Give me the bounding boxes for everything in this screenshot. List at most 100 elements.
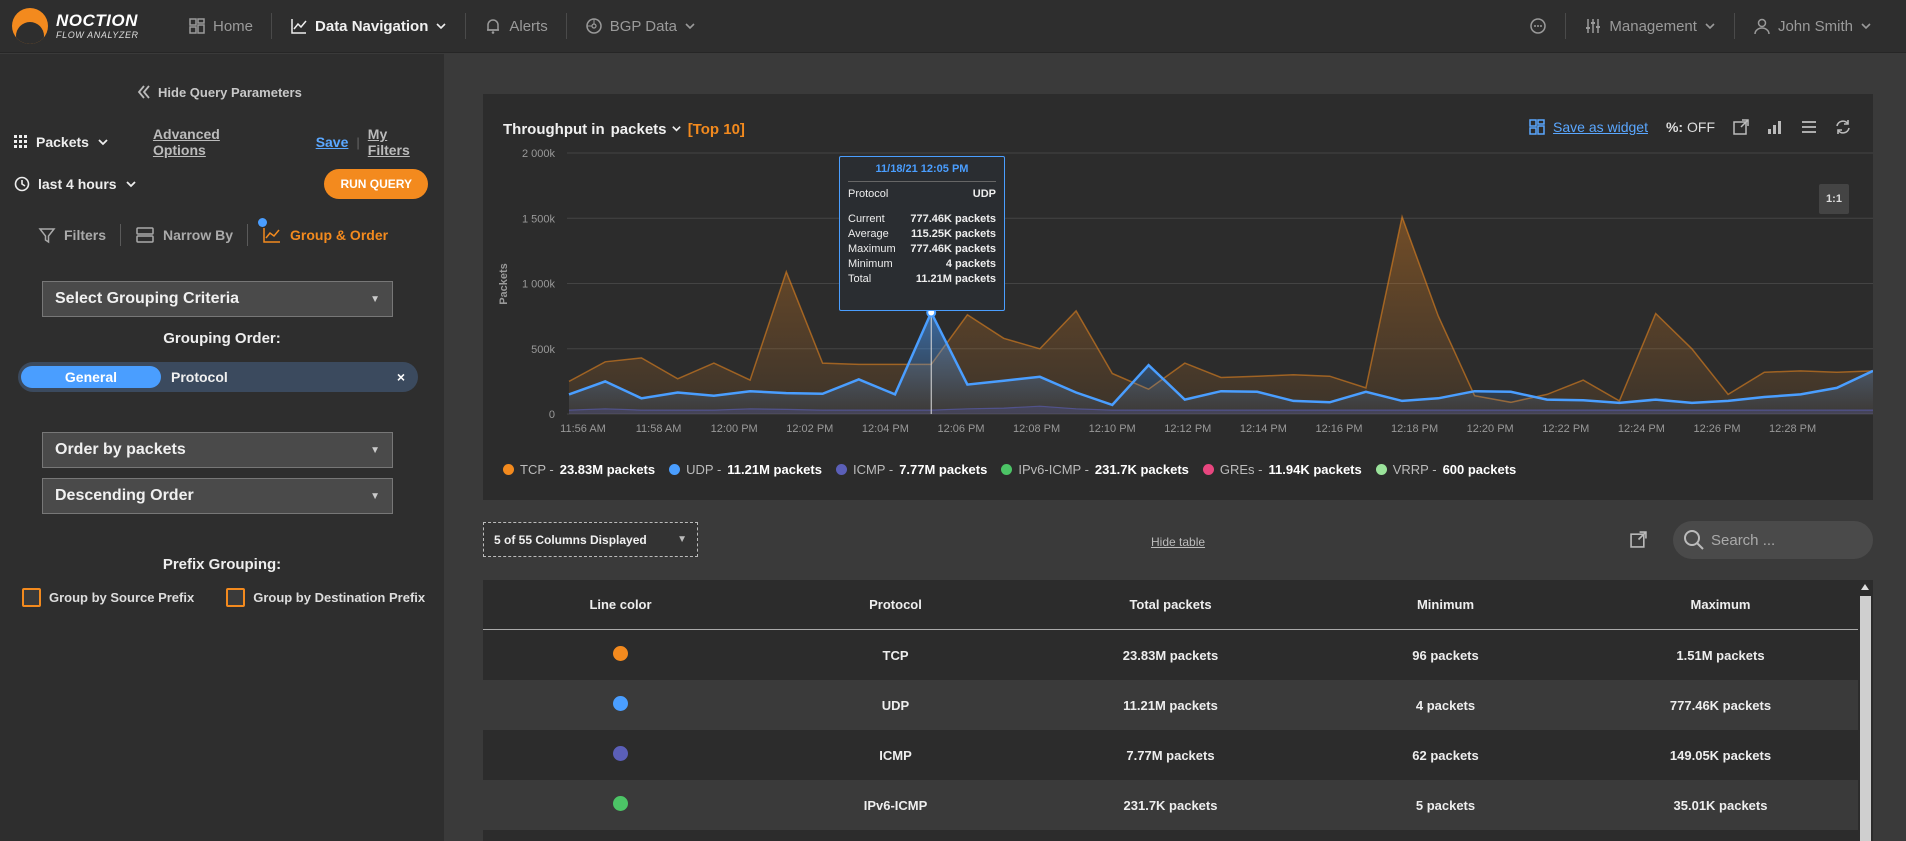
search-input[interactable] xyxy=(1711,531,1861,549)
widget-icon xyxy=(1529,119,1545,135)
cell-total: 11.21M packets xyxy=(1123,697,1218,713)
tab-narrow-by-label: Narrow By xyxy=(163,227,234,243)
header-line-color[interactable]: Line color xyxy=(589,597,652,612)
x-tick-label: 12:14 PM xyxy=(1240,423,1287,434)
table-scrollbar[interactable] xyxy=(1858,580,1873,841)
percent-toggle[interactable]: %: OFF xyxy=(1666,119,1715,135)
menu-icon[interactable] xyxy=(1801,119,1817,135)
table-search[interactable] xyxy=(1673,521,1873,559)
chart-legend: TCP - 23.83M packets UDP - 11.21M packets… xyxy=(503,462,1516,477)
legend-item[interactable]: VRRP - 600 packets xyxy=(1375,462,1516,477)
line-color-dot xyxy=(613,646,628,661)
query-sidebar: Hide Query Parameters Packets Advanced O… xyxy=(0,54,444,841)
zoom-reset-button[interactable]: 1:1 xyxy=(1819,184,1849,214)
scrollbar-thumb[interactable] xyxy=(1860,596,1871,841)
my-filters-link[interactable]: My Filters xyxy=(367,126,410,158)
refresh-icon[interactable] xyxy=(1835,119,1851,135)
legend-item[interactable]: ICMP - 7.77M packets xyxy=(835,462,987,477)
legend-item[interactable]: IPv6-ICMP - 231.7K packets xyxy=(1001,462,1189,477)
external-link-icon[interactable] xyxy=(1733,119,1749,135)
group-source-prefix-checkbox[interactable]: Group by Source Prefix xyxy=(22,588,194,607)
header-total-packets[interactable]: Total packets xyxy=(1129,597,1212,612)
chat-button[interactable] xyxy=(1511,13,1567,39)
hide-query-label: Hide Query Parameters xyxy=(158,84,302,100)
network-icon xyxy=(585,18,602,34)
user-menu[interactable]: John Smith xyxy=(1735,13,1890,39)
chart-card: Throughput in packets [Top 10] Save as w… xyxy=(483,94,1873,500)
y-tick-label: 500k xyxy=(531,344,555,356)
order-by-value: Order by packets xyxy=(55,441,186,458)
tooltip-protocol-label: Protocol xyxy=(848,188,889,200)
time-range-dropdown[interactable]: last 4 hours xyxy=(14,176,137,192)
tab-group-order-label: Group & Order xyxy=(290,227,389,243)
tab-group-order[interactable]: Group & Order xyxy=(248,218,402,246)
tooltip-total-value: 11.21M packets xyxy=(915,273,996,285)
cell-min: 5 packets xyxy=(1415,797,1476,813)
checkbox-box[interactable] xyxy=(226,588,246,607)
nav-data-navigation[interactable]: Data Navigation xyxy=(272,13,467,39)
chevron-down-icon xyxy=(125,181,136,188)
external-link-icon[interactable] xyxy=(1630,531,1647,548)
checkbox-box[interactable] xyxy=(22,588,41,607)
hide-query-parameters-button[interactable]: Hide Query Parameters xyxy=(136,84,302,100)
x-tick-label: 12:22 PM xyxy=(1542,423,1589,434)
logo[interactable]: NOCTION FLOW ANALYZER xyxy=(0,8,170,44)
grouping-order-pill: General Protocol × xyxy=(18,362,418,392)
x-tick-label: 12:16 PM xyxy=(1315,423,1362,434)
table-row[interactable]: IPv6-ICMP 231.7K packets 5 packets 35.01… xyxy=(483,780,1858,830)
remove-group-icon[interactable]: × xyxy=(396,369,405,385)
series-area-udp xyxy=(569,312,1873,414)
tab-filters[interactable]: Filters xyxy=(38,224,122,246)
caret-down-icon: ▼ xyxy=(677,534,687,545)
advanced-options-link[interactable]: Advanced Options xyxy=(152,126,220,158)
nav-bgp-data[interactable]: BGP Data xyxy=(567,13,714,39)
run-query-button[interactable]: RUN QUERY xyxy=(324,169,428,199)
chart-line-icon xyxy=(291,19,307,34)
x-tick-label: 12:26 PM xyxy=(1693,423,1740,434)
pill-general[interactable]: General xyxy=(21,366,161,388)
cell-protocol: TCP xyxy=(882,647,909,663)
y-tick-label: 0 xyxy=(549,409,555,421)
top-n-label[interactable]: [Top 10] xyxy=(687,121,745,138)
x-tick-label: 12:02 PM xyxy=(786,423,833,434)
dashboard-icon xyxy=(189,18,205,34)
order-by-select[interactable]: Order by packets ▼ xyxy=(42,432,393,468)
bar-chart-icon[interactable] xyxy=(1767,119,1783,135)
y-tick-label: 1 000k xyxy=(522,279,556,291)
measure-dropdown[interactable]: Packets xyxy=(14,134,109,150)
series-line-tcp xyxy=(568,214,1873,404)
legend-name: TCP - xyxy=(520,462,554,477)
table-row[interactable]: TCP 23.83M packets 96 packets 1.51M pack… xyxy=(483,630,1858,680)
throughput-chart[interactable]: 0 500k 1 000k 1 500k 2 000k Packets 11:56 AM 11… xyxy=(483,134,1873,434)
x-tick-label: 12:04 PM xyxy=(862,423,909,434)
legend-item[interactable]: TCP - 23.83M packets xyxy=(503,462,655,477)
columns-displayed-dropdown[interactable]: 5 of 55 Columns Displayed ▼ xyxy=(483,522,698,557)
hide-table-link[interactable]: Hide table xyxy=(1151,535,1206,549)
header-minimum[interactable]: Minimum xyxy=(1416,597,1475,612)
grid-icon xyxy=(14,135,27,148)
table-row[interactable]: UDP 11.21M packets 4 packets 777.46K pac… xyxy=(483,680,1858,730)
tooltip-date: 11/18/21 12:05 PM xyxy=(848,163,996,182)
x-tick-label: 12:18 PM xyxy=(1391,423,1438,434)
table-row[interactable]: ICMP 7.77M packets 62 packets 149.05K pa… xyxy=(483,730,1858,780)
group-destination-prefix-checkbox[interactable]: Group by Destination Prefix xyxy=(226,588,425,607)
legend-item[interactable]: GREs - 11.94K packets xyxy=(1202,462,1362,477)
header-protocol[interactable]: Protocol xyxy=(869,597,922,612)
legend-item[interactable]: UDP - 11.21M packets xyxy=(669,462,822,477)
header-maximum[interactable]: Maximum xyxy=(1690,597,1751,612)
scroll-up-icon[interactable] xyxy=(1861,584,1869,590)
order-direction-value: Descending Order xyxy=(55,487,194,504)
save-as-widget-button[interactable]: Save as widget xyxy=(1529,119,1648,135)
nav-management[interactable]: Management xyxy=(1566,13,1735,39)
tab-filters-label: Filters xyxy=(64,227,107,243)
order-direction-select[interactable]: Descending Order ▼ xyxy=(42,478,393,514)
tab-narrow-by[interactable]: Narrow By xyxy=(121,224,249,246)
tooltip-current-value: 777.46K packets xyxy=(910,213,996,225)
nav-alerts[interactable]: Alerts xyxy=(466,13,567,39)
x-tick-label: 12:08 PM xyxy=(1013,423,1060,434)
nav-home[interactable]: Home xyxy=(170,13,273,39)
save-link[interactable]: Save xyxy=(315,134,349,150)
chart-unit-dropdown[interactable]: packets xyxy=(611,121,682,138)
x-tick-label: 12:06 PM xyxy=(937,423,984,434)
grouping-criteria-select[interactable]: Select Grouping Criteria ▼ xyxy=(42,281,393,317)
